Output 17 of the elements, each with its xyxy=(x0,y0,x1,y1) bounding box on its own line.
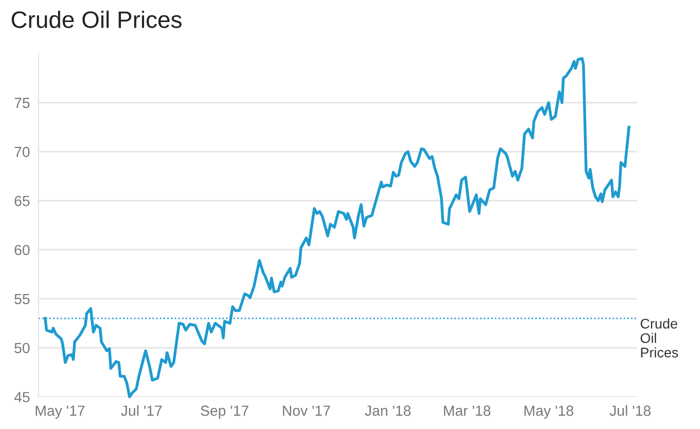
x-tick-label: Nov '17 xyxy=(282,406,330,416)
x-tick-label: Mar '18 xyxy=(444,406,490,416)
x-tick-label: May '17 xyxy=(36,406,84,419)
y-tick-label: 70 xyxy=(14,146,30,158)
y-tick-label: 60 xyxy=(14,244,30,256)
x-tick-label: Jul '17 xyxy=(120,405,162,416)
x-tick-label: Sep '17 xyxy=(200,406,248,419)
x-tick-label: May '18 xyxy=(524,406,574,419)
chart-title: Crude Oil Prices xyxy=(12,10,182,28)
y-tick-label: 55 xyxy=(14,294,30,304)
y-tick-label: 75 xyxy=(14,98,30,108)
ref-line-label: Crude Oil Prices xyxy=(640,318,678,358)
y-tick-label: 45 xyxy=(14,392,30,402)
x-tick-label: Jan '18 xyxy=(364,406,411,416)
y-tick-label: 50 xyxy=(14,342,30,354)
y-tick-label: 65 xyxy=(14,196,30,206)
x-tick-label: Jul '18 xyxy=(610,405,651,416)
